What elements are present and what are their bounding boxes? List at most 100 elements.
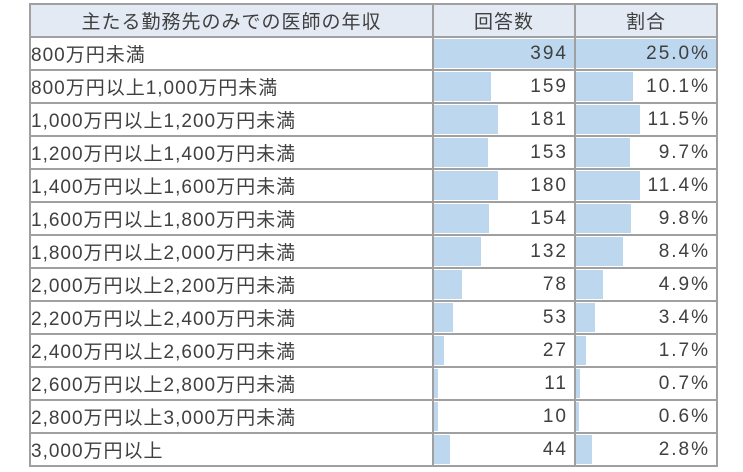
- income-range-cell: 2,400万円以上2,600万円未満: [29, 333, 434, 368]
- pct-value: 0.6%: [658, 405, 710, 427]
- table-row: 2,000万円以上2,200万円未満 78 4.9%: [29, 267, 718, 302]
- header-income-range: 主たる勤務先のみでの医師の年収: [29, 3, 434, 38]
- table-row: 2,600万円以上2,800万円未満 11 0.7%: [29, 366, 718, 401]
- pct-value: 11.4%: [647, 174, 710, 196]
- count-value: 153: [530, 141, 568, 163]
- pct-cell: 2.8%: [574, 432, 718, 467]
- income-range-cell: 800万円以上1,000万円未満: [29, 69, 434, 104]
- count-value: 27: [542, 339, 568, 361]
- pct-cell: 11.5%: [574, 102, 718, 137]
- count-cell: 27: [432, 333, 576, 368]
- pct-value: 25.0%: [646, 42, 710, 64]
- count-cell: 132: [432, 234, 576, 269]
- count-data-bar: [435, 336, 444, 365]
- table-row: 2,400万円以上2,600万円未満 27 1.7%: [29, 333, 718, 368]
- table-row: 2,200万円以上2,400万円未満 53 3.4%: [29, 300, 718, 335]
- income-range-cell: 2,000万円以上2,200万円未満: [29, 267, 434, 302]
- count-value: 154: [530, 207, 568, 229]
- income-range-cell: 800万円未満: [29, 36, 434, 71]
- pct-cell: 1.7%: [574, 333, 718, 368]
- count-value: 159: [530, 75, 568, 97]
- pct-value: 11.5%: [647, 108, 710, 130]
- count-data-bar: [435, 369, 438, 398]
- count-value: 78: [542, 273, 568, 295]
- pct-value: 1.7%: [658, 339, 710, 361]
- income-range-cell: 2,600万円以上2,800万円未満: [29, 366, 434, 401]
- pct-data-bar: [577, 270, 604, 299]
- table-row: 800万円以上1,000万円未満 159 10.1%: [29, 69, 718, 104]
- table-row: 2,800万円以上3,000万円未満 10 0.6%: [29, 399, 718, 434]
- count-value: 132: [530, 240, 568, 262]
- pct-value: 4.9%: [658, 273, 710, 295]
- table-row: 1,600万円以上1,800万円未満 154 9.8%: [29, 201, 718, 236]
- table-row: 1,000万円以上1,200万円未満 181 11.5%: [29, 102, 718, 137]
- pct-data-bar: [577, 402, 580, 431]
- pct-value: 2.8%: [658, 438, 710, 460]
- count-data-bar: [435, 204, 489, 233]
- count-data-bar: [435, 237, 481, 266]
- pct-data-bar: [577, 72, 633, 101]
- pct-data-bar: [577, 39, 715, 68]
- pct-cell: 11.4%: [574, 168, 718, 203]
- count-data-bar: [435, 72, 491, 101]
- count-cell: 180: [432, 168, 576, 203]
- pct-data-bar: [577, 336, 586, 365]
- count-value: 44: [542, 438, 568, 460]
- pct-cell: 4.9%: [574, 267, 718, 302]
- count-value: 11: [544, 372, 568, 394]
- pct-value: 10.1%: [646, 75, 710, 97]
- count-data-bar: [435, 171, 498, 200]
- count-cell: 394: [432, 36, 576, 71]
- header-row: 主たる勤務先のみでの医師の年収 回答数 割合: [29, 3, 718, 38]
- count-cell: 53: [432, 300, 576, 335]
- count-data-bar: [435, 402, 438, 431]
- income-table-container: 主たる勤務先のみでの医師の年収 回答数 割合 800万円未満 394 25.0%…: [29, 3, 718, 467]
- pct-cell: 0.6%: [574, 399, 718, 434]
- pct-value: 8.4%: [658, 240, 710, 262]
- pct-data-bar: [577, 435, 592, 464]
- pct-data-bar: [577, 303, 596, 332]
- income-range-cell: 1,200万円以上1,400万円未満: [29, 135, 434, 170]
- header-percentage: 割合: [574, 3, 718, 38]
- header-count: 回答数: [432, 3, 576, 38]
- table-row: 1,400万円以上1,600万円未満 180 11.4%: [29, 168, 718, 203]
- pct-data-bar: [577, 171, 640, 200]
- count-cell: 153: [432, 135, 576, 170]
- table-row: 800万円未満 394 25.0%: [29, 36, 718, 71]
- count-value: 181: [530, 108, 568, 130]
- table-body: 800万円未満 394 25.0% 800万円以上1,000万円未満 159 1…: [29, 36, 718, 467]
- pct-value: 0.7%: [658, 372, 710, 394]
- income-range-cell: 2,800万円以上3,000万円未満: [29, 399, 434, 434]
- pct-value: 3.4%: [658, 306, 710, 328]
- count-cell: 159: [432, 69, 576, 104]
- count-value: 394: [530, 42, 568, 64]
- count-cell: 44: [432, 432, 576, 467]
- count-value: 180: [530, 174, 568, 196]
- count-value: 10: [542, 405, 568, 427]
- count-cell: 10: [432, 399, 576, 434]
- pct-data-bar: [577, 369, 580, 398]
- count-data-bar: [435, 435, 450, 464]
- pct-cell: 10.1%: [574, 69, 718, 104]
- table-row: 1,200万円以上1,400万円未満 153 9.7%: [29, 135, 718, 170]
- count-data-bar: [435, 39, 573, 68]
- pct-value: 9.8%: [658, 207, 710, 229]
- pct-cell: 9.7%: [574, 135, 718, 170]
- pct-cell: 3.4%: [574, 300, 718, 335]
- pct-data-bar: [577, 138, 631, 167]
- pct-value: 9.7%: [658, 141, 710, 163]
- pct-cell: 8.4%: [574, 234, 718, 269]
- count-value: 53: [542, 306, 568, 328]
- pct-data-bar: [577, 105, 641, 134]
- count-data-bar: [435, 138, 489, 167]
- count-data-bar: [435, 270, 462, 299]
- table-row: 3,000万円以上 44 2.8%: [29, 432, 718, 467]
- pct-cell: 9.8%: [574, 201, 718, 236]
- count-cell: 11: [432, 366, 576, 401]
- income-range-cell: 1,400万円以上1,600万円未満: [29, 168, 434, 203]
- count-cell: 181: [432, 102, 576, 137]
- income-table: 主たる勤務先のみでの医師の年収 回答数 割合 800万円未満 394 25.0%…: [29, 3, 718, 467]
- pct-cell: 25.0%: [574, 36, 718, 71]
- count-data-bar: [435, 303, 453, 332]
- pct-cell: 0.7%: [574, 366, 718, 401]
